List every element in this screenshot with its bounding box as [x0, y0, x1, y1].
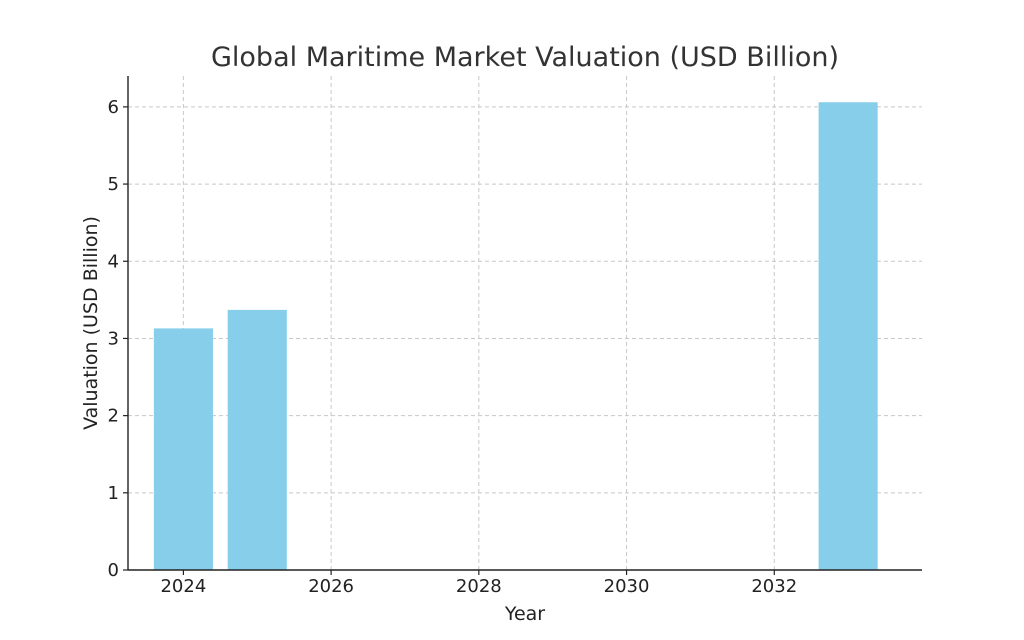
y-tick-label: 2 [108, 406, 119, 427]
y-ticks: 0 1 2 3 4 5 6 [108, 97, 128, 581]
x-tick-label: 2024 [160, 576, 206, 597]
x-tick-label: 2026 [308, 576, 354, 597]
x-ticks: 2024 2026 2028 2030 2032 [160, 570, 797, 597]
chart-title: Global Maritime Market Valuation (USD Bi… [211, 42, 839, 73]
x-tick-label: 2032 [751, 576, 797, 597]
y-tick-label: 5 [108, 174, 119, 195]
x-tick-label: 2028 [456, 576, 502, 597]
y-tick-label: 4 [108, 251, 119, 272]
y-tick-label: 6 [108, 97, 119, 118]
y-tick-label: 3 [108, 328, 119, 349]
x-axis-label: Year [504, 603, 545, 625]
axes [127, 76, 922, 571]
bar-2024 [153, 328, 213, 570]
x-tick-label: 2030 [604, 576, 650, 597]
bar-2025 [227, 309, 287, 570]
y-tick-label: 0 [108, 560, 119, 581]
gridlines [128, 76, 922, 570]
y-axis-label: Valuation (USD Billion) [80, 216, 102, 430]
bars [153, 102, 878, 571]
bar-2033 [818, 102, 878, 571]
y-tick-label: 1 [108, 483, 119, 504]
